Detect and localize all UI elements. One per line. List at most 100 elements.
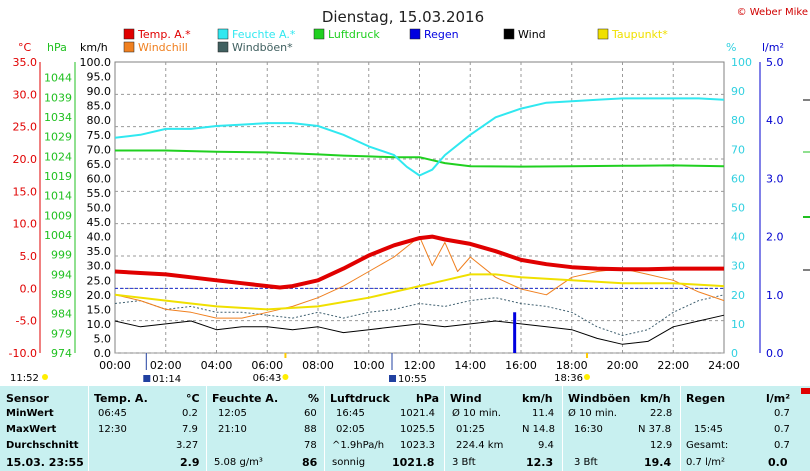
- wind-tick-label: 90.0: [87, 85, 112, 98]
- chart-title: Dienstag, 15.03.2016: [322, 8, 484, 26]
- temp-min-time: 06:45: [98, 408, 127, 419]
- hum-tick-label: 80: [731, 114, 745, 127]
- x-tick-label: 24:00: [708, 359, 740, 372]
- temp-tick-label: -10.0: [9, 347, 37, 360]
- gust-max: N 37.8: [638, 424, 671, 435]
- wind-tick-label: 60.0: [87, 172, 112, 185]
- chart-series: [114, 97, 725, 353]
- wind-tick-label: 80.0: [87, 114, 112, 127]
- legend-label: Regen: [424, 28, 459, 41]
- axis-units: °C hPa km/h% l/m²: [18, 41, 784, 54]
- weather-chart: Dienstag, 15.03.2016 © Weber Mike Temp. …: [9, 7, 810, 385]
- wind-tick-label: 70.0: [87, 143, 112, 156]
- series-line-luftdruck: [115, 149, 725, 168]
- hum-tick-label: 30: [731, 260, 745, 273]
- hum-header: Feuchte A.: [212, 392, 279, 405]
- temp-tick-label: 5.0: [20, 250, 38, 263]
- press-tick-label: 1039: [44, 91, 72, 104]
- temp-max-time: 12:30: [98, 424, 127, 435]
- rain-current: 0.0: [768, 456, 788, 469]
- rain-max: 0.7: [774, 424, 790, 435]
- temp-tick-label: 15.0: [13, 185, 38, 198]
- sun-icon: [42, 374, 48, 380]
- sunset-time: 18:36: [554, 373, 583, 384]
- legend-swatch: [409, 28, 421, 40]
- row-label-max: MaxWert: [6, 424, 57, 435]
- rain-header: Regen: [686, 392, 726, 405]
- rain-bar: [513, 312, 517, 353]
- legend-label: Taupunkt*: [611, 28, 668, 41]
- sun-icon: [583, 374, 590, 380]
- wind-tick-label: 95.0: [87, 71, 112, 84]
- wind-distance: 224.4 km: [456, 440, 504, 451]
- series-line-feuchte-a: [114, 97, 725, 177]
- chart-legend: Temp. A.* Feuchte A.* Luftdruck Regen Wind Ta…: [123, 28, 668, 54]
- hum-axis-unit: %: [726, 41, 736, 54]
- press-unit: hPa: [416, 392, 440, 405]
- hum-min: 60: [304, 408, 317, 419]
- press-tick-label: 1009: [44, 209, 72, 222]
- legend-label: Feuchte A.*: [232, 28, 296, 41]
- wind-tick-label: 85.0: [87, 100, 112, 113]
- temp-unit: °C: [186, 392, 200, 405]
- temp-tick-label: -5.0: [16, 315, 37, 328]
- sun-events: 11:52 01:14 06:43 10:55 18:36: [10, 353, 590, 385]
- wind-tick-label: 35.0: [87, 245, 112, 258]
- series-line-wind: [114, 314, 725, 345]
- press-header: Luftdruck: [330, 392, 390, 405]
- press-tick-label: 1029: [44, 131, 72, 144]
- legend-label: Windböen*: [232, 41, 293, 54]
- wind-tick-label: 55.0: [87, 187, 112, 200]
- legend-label: Windchill: [138, 41, 188, 54]
- press-avg: 1023.3: [400, 440, 435, 451]
- hum-unit: %: [308, 392, 320, 405]
- gust-current: 19.4: [644, 456, 672, 469]
- legend-label: Luftdruck: [328, 28, 380, 41]
- press-current: 1021.8: [392, 456, 435, 469]
- press-min-time: 16:45: [336, 408, 365, 419]
- temp-tick-label: 0.0: [20, 282, 38, 295]
- press-tick-label: 1004: [44, 229, 72, 242]
- wind-tick-label: 25.0: [87, 274, 112, 287]
- rain-max-time: 15:45: [694, 424, 723, 435]
- sun-time-left: 11:52: [10, 373, 39, 384]
- press-min: 1021.4: [400, 408, 435, 419]
- wind-tick-label: 5.0: [94, 332, 112, 345]
- hum-tick-label: 20: [731, 289, 745, 302]
- hum-tick-label: 70: [731, 143, 745, 156]
- wind-avg: 9.4: [538, 440, 554, 451]
- wind-tick-label: 10.0: [87, 318, 112, 331]
- sensor-header: Sensor: [6, 392, 49, 405]
- press-max-time: 02:05: [336, 424, 365, 435]
- legend-label: Wind: [518, 28, 546, 41]
- chart-axes: 35.030.025.020.015.010.05.00.0-5.0-10.01…: [9, 56, 810, 372]
- gust-unit: km/h: [640, 392, 671, 405]
- wind-tick-label: 65.0: [87, 158, 112, 171]
- rain-tick-label: 1.0: [766, 289, 784, 302]
- wind-min: 11.4: [532, 408, 555, 419]
- hum-tick-label: 60: [731, 172, 745, 185]
- temp-max: 7.9: [182, 424, 198, 435]
- press-tick-label: 994: [51, 268, 72, 281]
- x-tick-label: 12:00: [404, 359, 436, 372]
- x-tick-label: 16:00: [505, 359, 537, 372]
- rain-total-label: Gesamt:: [686, 440, 729, 451]
- rain-unit: l/m²: [766, 392, 791, 405]
- press-tick-label: 1024: [44, 150, 72, 163]
- gust-header: Windböen: [568, 392, 631, 405]
- rain-tick-label: 0.0: [766, 347, 784, 360]
- x-tick-label: 20:00: [607, 359, 639, 372]
- row-label-avg: Durchschnitt: [6, 440, 79, 451]
- gust-max-time: 16:30: [574, 424, 603, 435]
- press-tick-label: 974: [51, 347, 72, 360]
- rain-amount: 0.7 l/m²: [686, 457, 725, 468]
- press-tick-label: 1014: [44, 190, 72, 203]
- temp-tick-label: 35.0: [13, 56, 38, 69]
- hum-min-time: 12:05: [218, 408, 247, 419]
- x-tick-label: 14:00: [454, 359, 486, 372]
- series-line-temp-a: [114, 234, 724, 290]
- wind-tick-label: 100.0: [80, 56, 112, 69]
- hum-tick-label: 90: [731, 85, 745, 98]
- legend-label: Temp. A.*: [137, 28, 191, 41]
- press-tick-label: 979: [51, 327, 72, 340]
